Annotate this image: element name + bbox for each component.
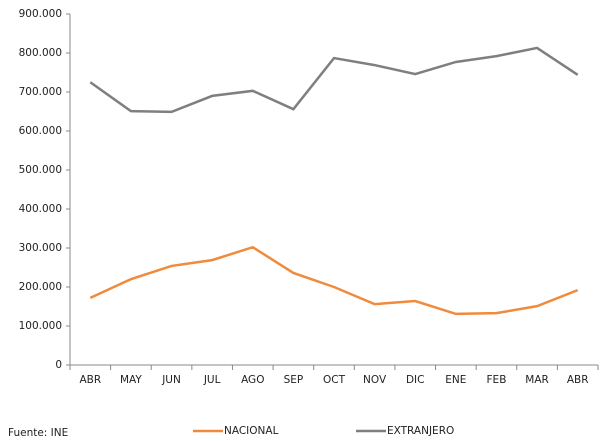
x-tick-label: JUN — [161, 374, 181, 386]
y-tick-label: 600.000 — [19, 125, 62, 137]
y-tick-label: 100.000 — [19, 320, 62, 332]
x-tick-label: ABR — [567, 374, 589, 386]
x-tick-label: DIC — [406, 374, 425, 386]
legend-label: EXTRANJERO — [387, 425, 454, 437]
y-tick-label: 300.000 — [19, 242, 62, 254]
y-tick-label: 200.000 — [19, 281, 62, 293]
legend-label: NACIONAL — [224, 425, 279, 437]
y-tick-label: 0 — [55, 359, 62, 371]
x-tick-label: SEP — [284, 374, 304, 386]
series-line — [89, 46, 579, 114]
y-tick-label: 700.000 — [19, 86, 62, 98]
x-tick-label: JUL — [203, 374, 221, 386]
x-tick-label: AGO — [241, 374, 264, 386]
source-note: Fuente: INE — [8, 427, 68, 439]
x-tick-label: OCT — [323, 374, 346, 386]
y-tick-label: 500.000 — [19, 164, 62, 176]
y-tick-label: 800.000 — [19, 47, 62, 59]
y-tick-label: 900.000 — [19, 8, 62, 20]
series-line — [89, 245, 579, 316]
x-tick-label: NOV — [363, 374, 387, 386]
y-tick-label: 400.000 — [19, 203, 62, 215]
x-tick-label: FEB — [487, 374, 507, 386]
x-tick-label: ABR — [79, 374, 101, 386]
x-tick-label: ENE — [445, 374, 466, 386]
x-tick-label: MAR — [525, 374, 549, 386]
x-tick-label: MAY — [120, 374, 142, 386]
